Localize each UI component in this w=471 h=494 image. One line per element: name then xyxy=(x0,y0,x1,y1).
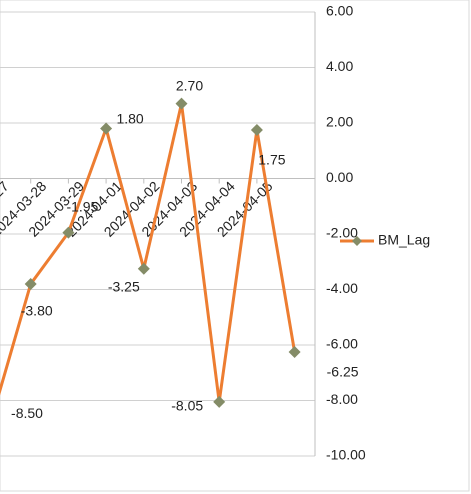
y-tick-label: 4.00 xyxy=(326,58,353,74)
y-tick-label: -2.00 xyxy=(326,225,358,241)
data-label: -3.25 xyxy=(108,278,140,294)
y-tick-label: -8.00 xyxy=(326,391,358,407)
data-label: 1.80 xyxy=(116,110,143,126)
marker xyxy=(24,277,37,290)
y-tick-label: 6.00 xyxy=(326,3,353,19)
marker xyxy=(250,123,263,136)
y-tick-label: -4.00 xyxy=(326,280,358,296)
marker xyxy=(100,122,113,135)
data-label: -8.50 xyxy=(11,405,43,421)
legend-label: BM_Lag xyxy=(378,232,430,248)
y-tick-label: 0.00 xyxy=(326,169,353,185)
marker xyxy=(175,97,188,110)
data-label: 1.75 xyxy=(258,152,285,168)
data-label: 2.70 xyxy=(176,77,203,93)
marker xyxy=(62,226,75,239)
y-tick-label: 2.00 xyxy=(326,114,353,130)
y-tick-label: -10.00 xyxy=(326,447,366,463)
marker xyxy=(137,262,150,275)
marker xyxy=(213,395,226,408)
data-label: -8.05 xyxy=(171,398,203,414)
data-label: -6.25 xyxy=(327,364,359,380)
data-label: -3.80 xyxy=(21,303,53,319)
y-tick-label: -6.00 xyxy=(326,336,358,352)
legend-marker xyxy=(352,236,362,246)
data-label: -1.95 xyxy=(66,198,98,214)
marker xyxy=(288,345,301,358)
